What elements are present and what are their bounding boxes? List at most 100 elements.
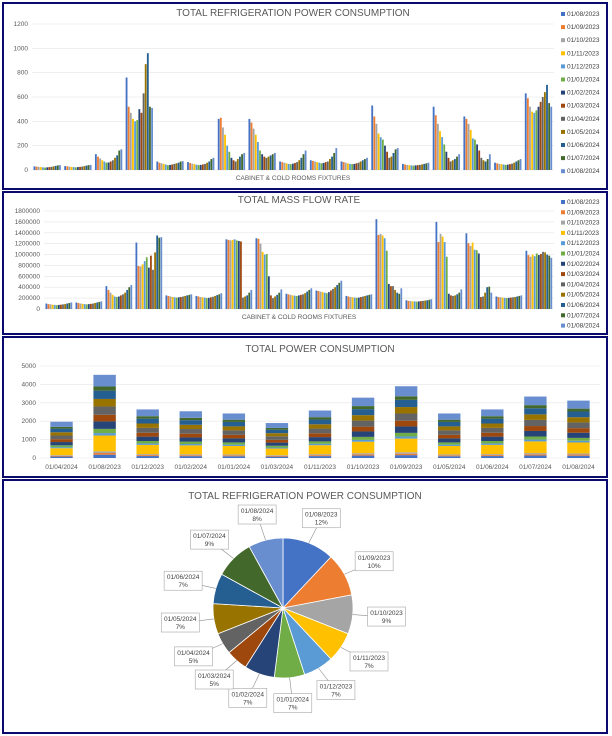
- bar: [289, 294, 292, 309]
- bar: [488, 154, 491, 170]
- bar: [494, 162, 496, 170]
- stacked-segment: [179, 411, 202, 418]
- legend-swatch: [561, 292, 565, 297]
- bar: [297, 295, 300, 309]
- x-tick-label: 01/07/2024: [519, 464, 552, 471]
- bar: [408, 165, 411, 170]
- legend-label: 01/12/2023: [567, 240, 600, 247]
- stacked-segment: [351, 453, 375, 455]
- bar: [300, 294, 302, 309]
- bar: [92, 303, 94, 309]
- bar: [152, 269, 154, 309]
- bar: [495, 296, 498, 309]
- stacked-segment: [222, 444, 246, 446]
- stacked-segment: [222, 442, 246, 445]
- stacked-segment: [265, 429, 289, 434]
- bar: [271, 154, 274, 170]
- bar: [291, 295, 294, 309]
- x-tick-label: 01/10/2023: [347, 464, 380, 471]
- stacked-segment: [394, 399, 418, 408]
- bar: [140, 112, 143, 170]
- bar: [52, 166, 55, 170]
- bar: [70, 302, 73, 309]
- bar: [195, 295, 198, 309]
- data-label-category: 01/05/2024: [164, 616, 197, 623]
- bar: [451, 160, 454, 170]
- bar: [287, 163, 290, 170]
- y-tick-label: 600: [17, 94, 28, 101]
- bar: [456, 294, 459, 309]
- stacked-segment: [222, 430, 246, 435]
- bar: [514, 297, 516, 309]
- stacked-segment: [438, 444, 461, 446]
- stacked-segment: [351, 397, 375, 407]
- stacked-segment: [265, 436, 289, 440]
- x-tick-label: 01/12/2023: [131, 464, 164, 471]
- stacked-segment: [351, 431, 375, 437]
- y-tick-label: 0: [32, 455, 36, 462]
- bar: [302, 294, 304, 309]
- stacked-segment: [524, 436, 547, 440]
- bar: [478, 150, 481, 170]
- legend-label: 01/08/2024: [567, 168, 600, 175]
- y-tick-label: 1800000: [15, 208, 41, 215]
- stacked-segment: [351, 406, 375, 410]
- bar: [373, 116, 376, 170]
- bar: [336, 285, 339, 309]
- stacked-segment: [524, 405, 547, 409]
- bar: [265, 254, 268, 309]
- bar: [256, 142, 259, 170]
- bar: [188, 294, 191, 309]
- stacked-segment: [222, 455, 246, 457]
- bar: [116, 155, 119, 170]
- bar: [394, 149, 397, 170]
- bar: [278, 292, 281, 309]
- bar: [371, 105, 374, 170]
- bar: [421, 164, 423, 170]
- bar: [519, 159, 522, 170]
- bar: [422, 300, 424, 309]
- bar: [138, 109, 141, 170]
- bar: [548, 103, 551, 170]
- bar: [37, 166, 40, 170]
- bar: [415, 301, 418, 309]
- bar: [156, 235, 159, 309]
- bar: [146, 53, 149, 171]
- bar: [413, 301, 416, 309]
- y-tick-label: 200000: [18, 295, 40, 302]
- stacked-segment: [265, 455, 289, 456]
- stacked-segment: [308, 437, 332, 442]
- bar: [315, 290, 318, 309]
- stacked-segment: [567, 411, 590, 418]
- bar: [320, 163, 323, 170]
- y-tick-label: 1200000: [15, 241, 41, 248]
- bar: [259, 150, 261, 170]
- stacked-segment: [481, 454, 504, 456]
- stacked-segment: [351, 454, 375, 456]
- legend-label: 01/04/2024: [567, 116, 600, 123]
- stacked-segment: [567, 437, 590, 441]
- bar: [127, 106, 130, 170]
- bar: [189, 162, 192, 170]
- y-tick-label: 800: [17, 70, 28, 77]
- bar: [409, 301, 412, 309]
- legend-label: 01/10/2023: [567, 37, 600, 44]
- bar: [338, 282, 341, 309]
- stacked-segment: [222, 445, 246, 455]
- data-label-category: 01/10/2023: [370, 610, 403, 617]
- bar: [497, 297, 500, 309]
- bar: [83, 304, 86, 309]
- bar: [167, 295, 170, 309]
- bar: [199, 297, 202, 309]
- bar: [435, 221, 438, 309]
- bar: [177, 162, 180, 170]
- bar: [233, 239, 236, 309]
- stacked-segment: [524, 453, 547, 455]
- refrigeration-power-bar-panel: TOTAL REFRIGERATION POWER CONSUMPTION 0 20…: [2, 2, 608, 190]
- bar: [197, 296, 200, 309]
- legend-swatch: [561, 313, 565, 318]
- legend-swatch: [561, 230, 565, 235]
- bar: [279, 161, 282, 170]
- stacked-segment: [567, 454, 590, 456]
- bar: [482, 296, 484, 309]
